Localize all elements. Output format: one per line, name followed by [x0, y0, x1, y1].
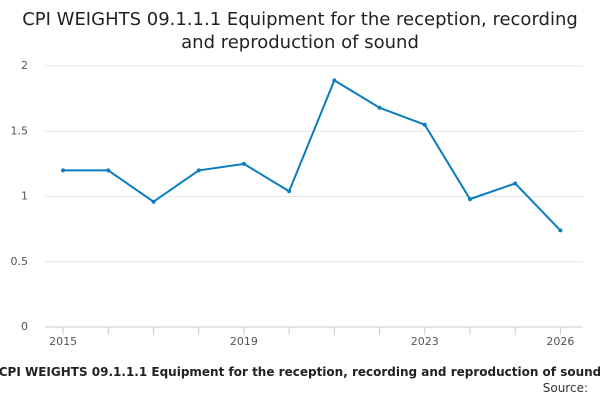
y-tick-label: 0.5	[11, 255, 29, 268]
point	[377, 105, 382, 110]
chart-title: CPI WEIGHTS 09.1.1.1 Equipment for the r…	[22, 9, 578, 53]
point	[61, 168, 66, 173]
x-tick-label: 2019	[230, 335, 258, 348]
point	[558, 228, 563, 233]
x-tick-label: 2026	[546, 335, 574, 348]
x-tick-label: 2023	[411, 335, 439, 348]
point	[513, 181, 518, 186]
line	[63, 78, 562, 232]
point	[287, 189, 292, 194]
caption: CPI WEIGHTS 09.1.1.1 Equipment for the r…	[0, 365, 600, 379]
point	[422, 122, 427, 127]
source: Source:	[542, 381, 588, 395]
point	[241, 161, 246, 166]
y-tick-label: 2	[21, 59, 28, 72]
point	[151, 199, 156, 204]
y-tick-label: 1.5	[11, 124, 29, 137]
y-tick-label: 0	[21, 320, 28, 333]
point	[106, 168, 111, 173]
point	[467, 197, 472, 202]
x-tick-label: 2015	[49, 335, 77, 348]
point	[196, 168, 201, 173]
point	[332, 78, 337, 83]
y-tick-label: 1	[21, 190, 28, 203]
